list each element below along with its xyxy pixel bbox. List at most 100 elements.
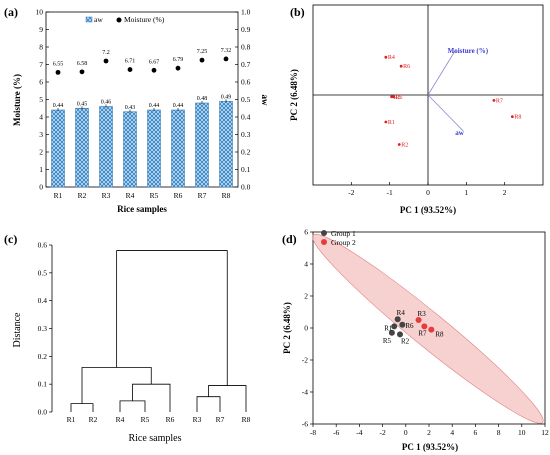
panel-a-xtick-label: R6 [174, 191, 183, 200]
panel-a-y2tick-label: 0.9 [241, 25, 251, 34]
score-point [384, 55, 388, 59]
panel-c-dendrogram: (c) Distance Rice samples 0.00.10.20.30.… [4, 232, 251, 444]
moisture-point [199, 57, 205, 63]
score-point-label: R1 [384, 324, 393, 332]
panel-b-xlabel: PC 1 (93.52%) [400, 205, 456, 215]
group1-point [391, 323, 398, 330]
aw-data-label: 0.45 [77, 101, 88, 107]
panel-a-xtick-label: R4 [126, 191, 135, 200]
aw-bar [51, 109, 65, 188]
score-point-label: R8 [435, 331, 444, 339]
moisture-data-label: 7.2 [102, 50, 110, 56]
panel-b-plot: -2 -1 0 1 2 Moisture (%) aw R1 R2 R3 R4 R5 R6 R7 R8 [313, 5, 543, 197]
legend-group1-marker [321, 230, 327, 236]
panel-b-pca-biplot: (b) PC 2 (6.48%) PC 1 (93.52%) -2 -1 0 1 2 Mo… [289, 4, 544, 215]
panel-a-y2tick-label: 0.4 [241, 113, 251, 122]
score-point-label: R7 [496, 98, 503, 104]
panel-c-ytick-label: 0.0 [38, 408, 48, 417]
aw-bar [195, 102, 209, 188]
panel-a-y2tick-label: 0.7 [241, 60, 251, 69]
moisture-data-label: 6.58 [77, 61, 88, 67]
moisture-point [175, 65, 181, 71]
aw-data-label: 0.49 [221, 94, 232, 100]
panel-a-bars: 0.44 6.55 R1 0.45 6.58 R2 0.46 7.2 R3 0.43 6.71 R4 0… [51, 48, 233, 200]
score-point-label: R2 [401, 337, 410, 345]
dendrogram-leaf-label: R3 [193, 415, 202, 424]
dendrogram-link [208, 385, 247, 412]
panel-a-ytick-label: 3 [39, 130, 43, 139]
group2-point [428, 326, 435, 333]
score-point [510, 115, 514, 118]
panel-d-xtick-label: -2 [379, 428, 385, 437]
panel-d-ytick-label: -4 [302, 388, 308, 397]
panel-a-y2tick-label: 0.8 [241, 43, 251, 52]
aw-data-label: 0.44 [149, 103, 160, 109]
score-point-label: R6 [405, 322, 414, 330]
panel-a-ylabel: Moisture (%) [12, 74, 22, 126]
dendrogram-link [70, 403, 94, 412]
score-point-label: R4 [397, 309, 406, 317]
panel-a-xtick-label: R3 [102, 191, 111, 200]
panel-a-ytick-label: 5 [39, 95, 43, 104]
panel-b-xtick-label: 0 [426, 188, 430, 197]
panel-d-pca-scores: (d) PC 2 (6.48%) PC 1 (93.52%) -8 -6 -4 -2 0… [282, 228, 549, 453]
group1-point [394, 316, 401, 323]
score-point [390, 95, 393, 99]
score-point-label: R3 [418, 310, 427, 318]
panel-d-ytick-label: -6 [302, 420, 308, 429]
moisture-data-label: 6.67 [149, 59, 160, 65]
panel-c-ytick-label: 0.2 [38, 352, 48, 361]
legend-moisture-label: Moisture (%) [124, 15, 165, 24]
moisture-data-label: 6.79 [173, 57, 184, 63]
score-point [392, 95, 395, 99]
panel-b-xtick-label: -2 [348, 188, 354, 197]
score-point [399, 64, 403, 68]
score-point-label: R1 [388, 120, 395, 126]
score-point-label: R6 [403, 64, 410, 70]
moisture-data-label: 6.55 [53, 61, 64, 67]
panel-d-legend: Group 1 Group 2 [321, 229, 356, 247]
panel-a-xtick-label: R5 [150, 191, 159, 200]
panel-a-y2tick-label: 0.3 [241, 130, 251, 139]
moisture-point [55, 69, 61, 75]
group2-point [421, 323, 428, 330]
panel-a-xlabel: Rice samples [117, 204, 167, 214]
panel-d-xtick-label: -8 [310, 428, 316, 437]
panel-d-plot: -8 -6 -4 -2 0 2 4 6 8 10 12-6-4-20246R1R2R4R5R6R3R… [302, 228, 549, 438]
panel-d-xtick-label: 8 [497, 428, 501, 437]
panel-a-y2tick-label: 0.2 [241, 148, 251, 157]
legend-group1-label: Group 1 [331, 229, 356, 238]
confidence-ellipse [312, 233, 544, 424]
score-point-label: R4 [388, 55, 395, 61]
panel-c-xlabel: Rice samples [128, 433, 181, 444]
legend-group2-label: Group 2 [331, 238, 356, 247]
panel-a-label: (a) [4, 5, 18, 19]
legend-group2-marker [321, 239, 327, 245]
panel-d-xtick-label: 12 [541, 428, 549, 437]
dendrogram-leaf-label: R4 [116, 415, 125, 424]
panel-a-ytick-label: 2 [39, 148, 43, 157]
panel-a-ytick-label: 1 [39, 165, 43, 174]
panel-a-frame [45, 11, 239, 188]
panel-d-xtick-label: 2 [427, 428, 431, 437]
score-point-label: R8 [514, 115, 521, 121]
panel-a-y2tick-label: 0.5 [241, 95, 251, 104]
panel-d-ytick-label: 0 [304, 324, 308, 333]
panel-a-y2tick-label: 0.0 [241, 183, 251, 192]
panel-c-plot: 0.0 0.1 0.2 0.3 0.4 0.5 0.6 R1 R2 R4 R5 R6 R3 R7 R8 [38, 241, 251, 425]
dendrogram-link [196, 396, 221, 412]
panel-b-ylabel: PC 2 (6.48%) [289, 69, 299, 121]
panel-a-y2tick-label: 1.0 [241, 8, 251, 17]
panel-a-xtick-label: R1 [54, 191, 63, 200]
panel-d-ylabel: PC 2 (6.48%) [282, 302, 292, 354]
panel-d-xtick-label: 6 [474, 428, 478, 437]
panel-a-xtick-label: R7 [198, 191, 207, 200]
panel-c-ytick-label: 0.3 [38, 324, 48, 333]
panel-a-legend: aw Moisture (%) [85, 15, 165, 24]
moisture-point [127, 67, 133, 72]
dendrogram-link [132, 383, 171, 412]
aw-bar [147, 109, 161, 188]
panel-c-ytick-label: 0.4 [38, 296, 48, 305]
panel-b-xtick-label: 1 [464, 188, 468, 197]
score-point-label: R5 [383, 337, 392, 345]
